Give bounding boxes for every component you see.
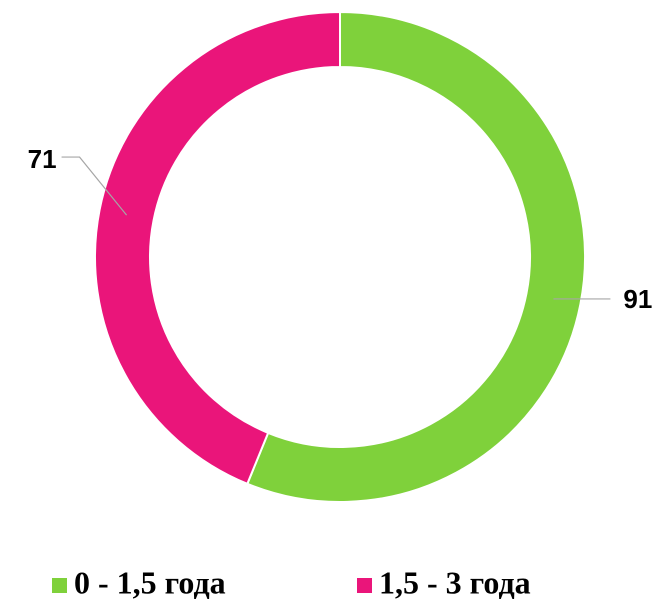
slice [94, 10, 341, 486]
data-label: 71 [28, 144, 57, 174]
data-label: 91 [623, 284, 652, 314]
legend-swatch [357, 578, 372, 593]
legend-label: 0 - 1,5 года [74, 564, 226, 600]
legend-swatch [52, 578, 67, 593]
slice [246, 10, 586, 503]
legend-label: 1,5 - 3 года [379, 564, 531, 600]
leader-line [61, 156, 128, 216]
